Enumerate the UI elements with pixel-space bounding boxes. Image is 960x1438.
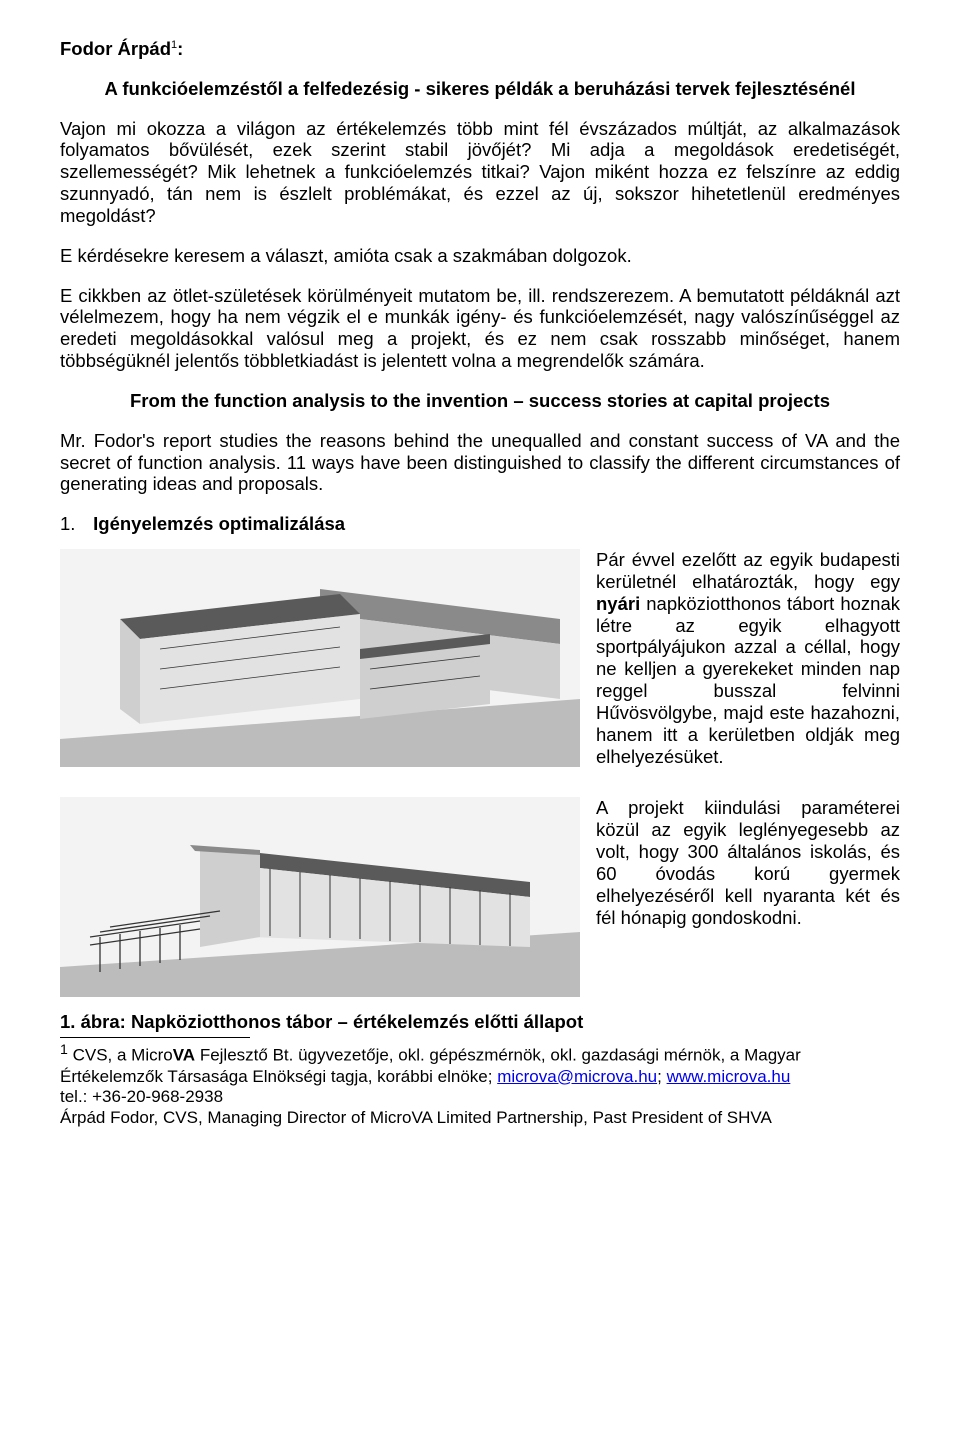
figure-row-2: A projekt kiindulási paraméterei közül a… bbox=[60, 797, 900, 997]
footnote-separator bbox=[60, 1037, 250, 1038]
author-line: Fodor Árpád1: bbox=[60, 38, 900, 60]
section-label: Igényelemzés optimalizálása bbox=[93, 513, 345, 534]
footnote-tel: tel.: +36-20-968-2938 bbox=[60, 1087, 223, 1106]
paragraph-3: E cikkben az ötlet-születések körülménye… bbox=[60, 285, 900, 372]
section-heading: 1. Igényelemzés optimalizálása bbox=[60, 513, 900, 535]
figure-row-1: Pár évvel ezelőtt az egyik budapesti ker… bbox=[60, 549, 900, 783]
figure-caption: 1. ábra: Napköziotthonos tábor – értékel… bbox=[60, 1011, 900, 1033]
section-number: 1. bbox=[60, 513, 88, 535]
footnote-site-link[interactable]: www.microva.hu bbox=[667, 1067, 791, 1086]
footnote-sup: 1 bbox=[60, 1042, 68, 1058]
footnote-line-3: Árpád Fodor, CVS, Managing Director of M… bbox=[60, 1108, 772, 1127]
title-english: From the function analysis to the invent… bbox=[60, 390, 900, 412]
footnote-block: 1 CVS, a MicroVA Fejlesztő Bt. ügyvezető… bbox=[60, 1042, 900, 1129]
paragraph-2: E kérdésekre keresem a választ, amióta c… bbox=[60, 245, 900, 267]
author-name: Fodor Árpád bbox=[60, 38, 171, 59]
figure-1-bottom bbox=[60, 797, 580, 997]
title-hungarian: A funkcióelemzéstől a felfedezésig - sik… bbox=[60, 78, 900, 100]
figure-1-top bbox=[60, 549, 580, 783]
column-text-2: A projekt kiindulási paraméterei közül a… bbox=[596, 797, 900, 997]
column-text-1: Pár évvel ezelőtt az egyik budapesti ker… bbox=[596, 549, 900, 783]
paragraph-1: Vajon mi okozza a világon az értékelemzé… bbox=[60, 118, 900, 227]
paragraph-4: Mr. Fodor's report studies the reasons b… bbox=[60, 430, 900, 495]
footnote-email-link[interactable]: microva@microva.hu bbox=[497, 1067, 657, 1086]
col-paragraph-1: Pár évvel ezelőtt az egyik budapesti ker… bbox=[596, 549, 900, 767]
author-colon: : bbox=[177, 38, 183, 59]
col-paragraph-2: A projekt kiindulási paraméterei közül a… bbox=[596, 797, 900, 928]
